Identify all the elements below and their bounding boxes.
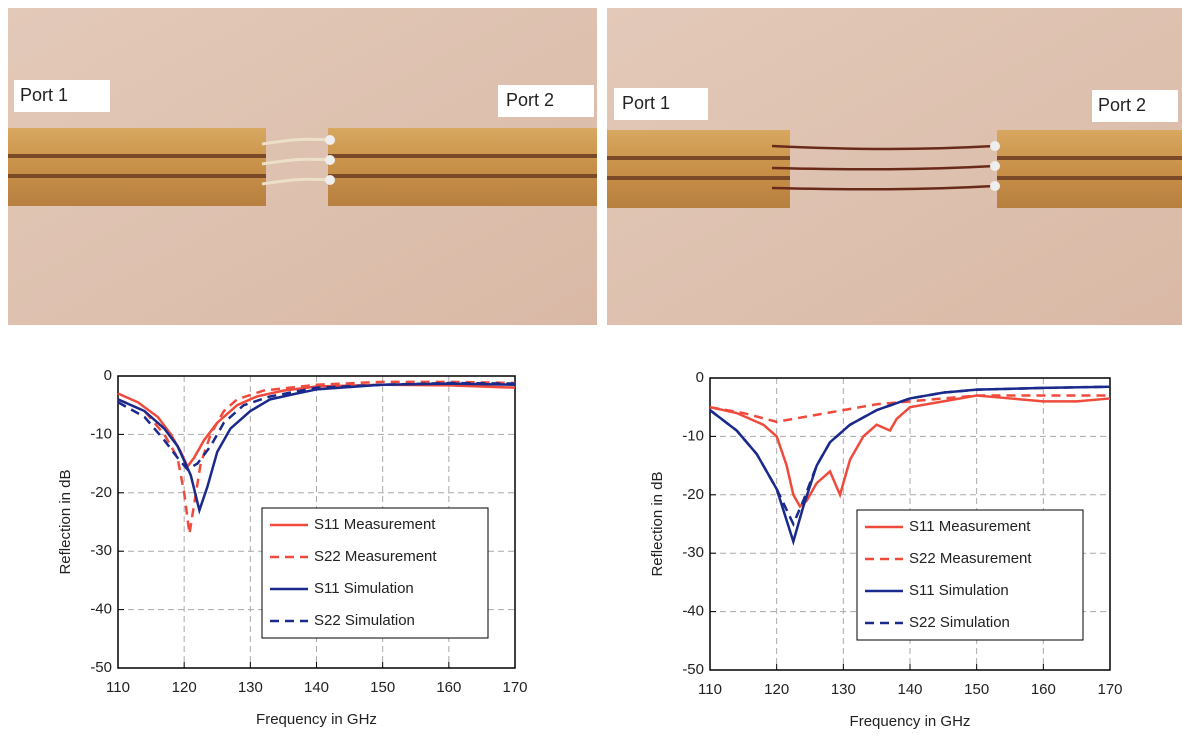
bond bbox=[990, 161, 1000, 171]
label-box bbox=[498, 85, 594, 117]
y-tick-label: -10 bbox=[90, 425, 112, 442]
label-box bbox=[614, 88, 708, 120]
bond-wires bbox=[261, 137, 331, 186]
x-tick-label: 140 bbox=[304, 679, 329, 696]
pad bbox=[8, 128, 266, 206]
x-tick-label: 160 bbox=[1031, 681, 1056, 698]
x-tick-label: 120 bbox=[172, 679, 197, 696]
y-axis-label: Reflection in dB bbox=[649, 471, 666, 576]
gap bbox=[997, 156, 1182, 160]
legend-label: S11 Simulation bbox=[314, 580, 414, 597]
series-line bbox=[117, 381, 516, 472]
label-box bbox=[1092, 90, 1178, 122]
x-tick-label: 170 bbox=[502, 679, 527, 696]
x-tick-label: 170 bbox=[1097, 681, 1122, 698]
series-line bbox=[709, 394, 1110, 424]
x-tick-label: 110 bbox=[106, 679, 130, 696]
y-axis-label: Reflection in dB bbox=[57, 469, 74, 574]
gap bbox=[997, 176, 1182, 180]
bond bbox=[990, 141, 1000, 151]
legend: S11 Measurement S22 Measurement S11 Simula… bbox=[856, 509, 1084, 641]
y-tick-label: -30 bbox=[682, 544, 704, 561]
y-tick-label: 0 bbox=[696, 369, 704, 386]
legend-label: S22 Measurement bbox=[909, 550, 1032, 567]
pad bbox=[607, 130, 790, 208]
y-tick-label: 0 bbox=[104, 367, 112, 384]
label-box bbox=[14, 80, 110, 112]
port-label: Port 1 bbox=[20, 85, 68, 105]
pad bbox=[328, 128, 597, 206]
y-tick-label: -30 bbox=[90, 542, 112, 559]
legend-box bbox=[261, 507, 489, 639]
pad bbox=[997, 130, 1182, 208]
legend-label: S11 Measurement bbox=[909, 518, 1031, 535]
x-tick-label: 130 bbox=[238, 679, 263, 696]
port-label: Port 2 bbox=[1098, 95, 1146, 115]
gap bbox=[328, 154, 597, 158]
x-tick-label: 160 bbox=[436, 679, 461, 696]
gap bbox=[8, 174, 266, 178]
gap bbox=[607, 156, 790, 160]
bond bbox=[325, 135, 335, 145]
bond bbox=[325, 155, 335, 165]
plot-frame bbox=[117, 375, 516, 669]
legend: S11 Measurement S22 Measurement S11 Simula… bbox=[261, 507, 489, 639]
legend-label: S22 Simulation bbox=[314, 612, 415, 629]
y-tick-label: -50 bbox=[682, 661, 704, 678]
series-line bbox=[709, 385, 1111, 528]
photo-left: Port 1 Port 2 bbox=[8, 8, 597, 325]
bond-wires bbox=[771, 144, 996, 191]
x-tick-label: 140 bbox=[897, 681, 922, 698]
x-axis-label: Frequency in GHz bbox=[256, 711, 377, 728]
legend-label: S22 Simulation bbox=[909, 614, 1010, 631]
x-tick-label: 130 bbox=[831, 681, 856, 698]
gap bbox=[8, 154, 266, 158]
y-tick-label: -40 bbox=[90, 601, 112, 618]
y-tick-label: -20 bbox=[90, 484, 112, 501]
x-tick-label: 120 bbox=[764, 681, 789, 698]
y-tick-label: -50 bbox=[90, 659, 112, 676]
y-tick-label: -10 bbox=[682, 427, 704, 444]
y-tick-label: -20 bbox=[682, 486, 704, 503]
charts: 110 120 130 140 150 160 170 0 -10 -20 -30 -40 -50 Fre… bbox=[57, 367, 1123, 730]
photo-right: Port 1 Port 2 bbox=[607, 8, 1182, 325]
y-tick-label: -40 bbox=[682, 603, 704, 620]
gap bbox=[607, 176, 790, 180]
gap bbox=[328, 174, 597, 178]
legend-label: S11 Measurement bbox=[314, 516, 436, 533]
x-tick-label: 150 bbox=[370, 679, 395, 696]
series-line bbox=[117, 380, 516, 534]
legend-label: S22 Measurement bbox=[314, 548, 437, 565]
series-line bbox=[709, 394, 1111, 509]
x-tick-label: 150 bbox=[964, 681, 989, 698]
x-tick-label: 110 bbox=[698, 681, 722, 698]
plot-frame bbox=[709, 377, 1111, 671]
legend-label: S11 Simulation bbox=[909, 582, 1009, 599]
bond bbox=[325, 175, 335, 185]
x-axis-label: Frequency in GHz bbox=[850, 713, 971, 730]
legend-box bbox=[856, 509, 1084, 641]
port-label: Port 2 bbox=[506, 90, 554, 110]
bond bbox=[990, 181, 1000, 191]
port-label: Port 1 bbox=[622, 93, 670, 113]
